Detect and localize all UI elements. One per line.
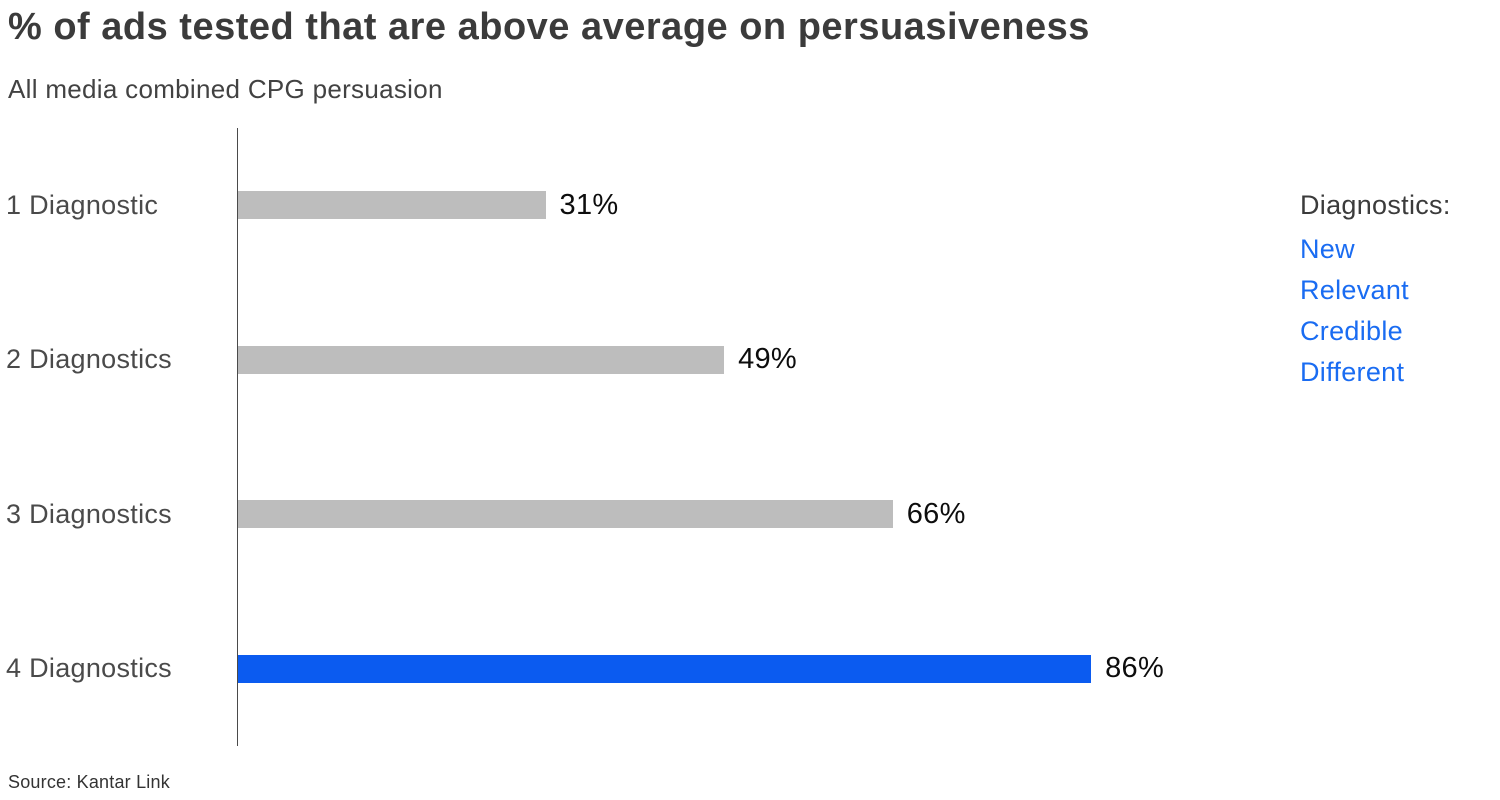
bar — [238, 654, 1092, 683]
category-label: 4 Diagnostics — [6, 653, 172, 684]
legend-item: Different — [1300, 357, 1405, 387]
bar — [238, 191, 546, 220]
bar — [238, 345, 725, 374]
legend-items: New Relevant Credible Different — [1300, 229, 1495, 393]
legend-item: Credible — [1300, 316, 1403, 346]
chart-rows: 1 Diagnostic 31% 2 Diagnostics 49% 3 Diagnos… — [0, 128, 1290, 746]
legend-item: Relevant — [1300, 275, 1409, 305]
bar-track: 49% — [238, 343, 1290, 376]
chart-plot-area: 1 Diagnostic 31% 2 Diagnostics 49% 3 Diagnos… — [0, 128, 1290, 746]
chart-row: 2 Diagnostics 49% — [0, 283, 1290, 438]
bar-value-label: 66% — [906, 497, 966, 530]
chart-title: % of ads tested that are above average o… — [8, 6, 1090, 48]
bar-track: 86% — [238, 652, 1290, 685]
bar-value-label: 31% — [559, 188, 619, 221]
category-label: 3 Diagnostics — [6, 498, 172, 529]
chart-row: 3 Diagnostics 66% — [0, 437, 1290, 592]
category-label: 2 Diagnostics — [6, 344, 172, 375]
chart-row: 1 Diagnostic 31% — [0, 128, 1290, 283]
bar — [238, 500, 893, 529]
bar-track: 31% — [238, 189, 1290, 222]
y-axis-line — [237, 128, 238, 746]
bar-value-label: 86% — [1105, 652, 1165, 685]
legend-item: New — [1300, 234, 1355, 264]
chart-row: 4 Diagnostics 86% — [0, 592, 1290, 747]
bar-value-label: 49% — [738, 343, 798, 376]
legend: Diagnostics: New Relevant Credible Differen… — [1300, 190, 1495, 393]
bar-track: 66% — [238, 498, 1290, 531]
chart-subtitle: All media combined CPG persuasion — [8, 74, 443, 104]
category-label: 1 Diagnostic — [6, 189, 159, 220]
source-note: Source: Kantar Link — [8, 772, 170, 792]
legend-title: Diagnostics: — [1300, 190, 1451, 220]
